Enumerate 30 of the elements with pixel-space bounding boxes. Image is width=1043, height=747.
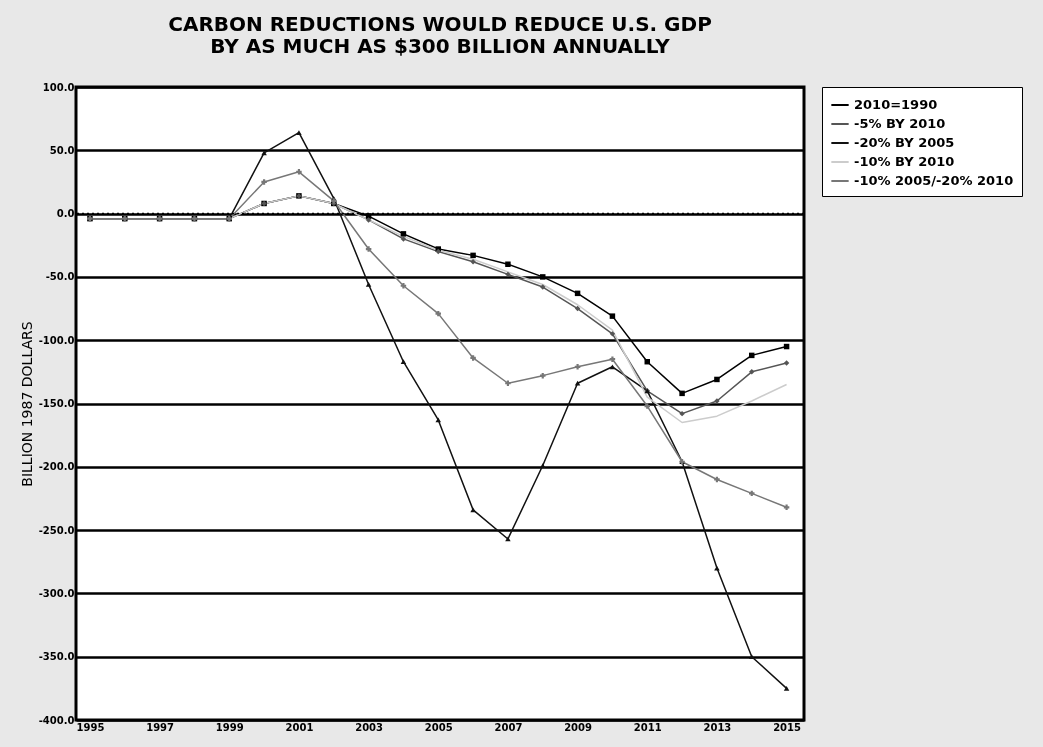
y-tick-label: -100.0 bbox=[38, 334, 75, 346]
text: CARBON REDUCTIONS WOULD REDUCE U.S. GDP bbox=[168, 12, 712, 36]
y-tick-label: -200.0 bbox=[38, 461, 75, 473]
text: BY AS MUCH AS $300 BILLION ANNUALLY bbox=[210, 34, 670, 58]
x-tick-label: 2009 bbox=[564, 721, 593, 733]
x-tick-label: 1995 bbox=[76, 721, 105, 733]
x-tick-label: 2003 bbox=[355, 721, 384, 733]
y-tick-label: -250.0 bbox=[38, 524, 75, 536]
x-tick-label: 2007 bbox=[494, 721, 523, 733]
y-tick-label: -300.0 bbox=[38, 587, 75, 599]
y-axis-title: BILLION 1987 DOLLARS bbox=[18, 321, 35, 487]
y-tick-label: 0.0 bbox=[56, 208, 75, 220]
x-tick-label: 2011 bbox=[633, 721, 662, 733]
y-tick-label: 100.0 bbox=[42, 81, 75, 93]
legend-label: -10% BY 2010 bbox=[854, 154, 955, 169]
legend-label: -20% BY 2005 bbox=[854, 135, 955, 150]
y-tick-label: -350.0 bbox=[38, 651, 75, 663]
legend-label: -5% BY 2010 bbox=[854, 116, 946, 131]
y-tick-label: -50.0 bbox=[45, 271, 75, 283]
legend-label: 2010=1990 bbox=[854, 97, 938, 112]
legend-label: -10% 2005/-20% 2010 bbox=[854, 173, 1014, 188]
x-tick-label: 1999 bbox=[215, 721, 244, 733]
x-tick-label: 2015 bbox=[773, 721, 802, 733]
y-tick-label: -150.0 bbox=[38, 398, 75, 409]
x-tick-label: 2005 bbox=[424, 721, 453, 733]
x-tick-label: 2001 bbox=[285, 721, 314, 733]
x-tick-label: 1997 bbox=[146, 721, 175, 733]
x-tick-label: 2013 bbox=[703, 721, 732, 733]
y-tick-label: 50.0 bbox=[49, 144, 75, 156]
y-tick-label: -400.0 bbox=[38, 714, 75, 726]
